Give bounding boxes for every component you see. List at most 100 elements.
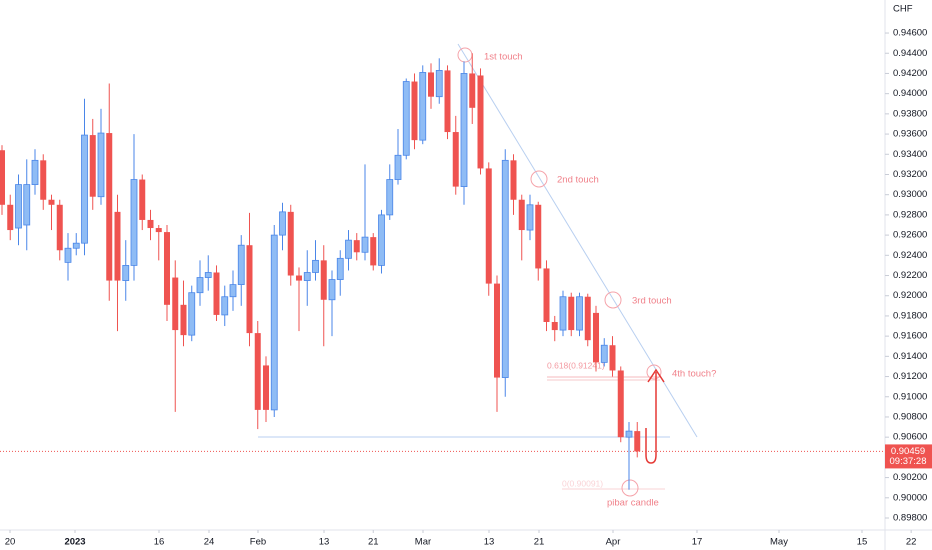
- price-tag: [885, 444, 932, 469]
- candle-body: [353, 240, 360, 253]
- y-tick-label: 0.94600: [893, 28, 927, 39]
- annotation: 4th touch?: [672, 369, 716, 380]
- x-tick-label: 21: [534, 537, 545, 548]
- candle-body: [378, 214, 385, 266]
- candle-body: [386, 179, 394, 216]
- x-tick-label: Feb: [250, 537, 266, 548]
- candle-body: [320, 260, 327, 300]
- candle-body: [295, 275, 302, 281]
- candle-body: [7, 204, 14, 231]
- candle-body: [114, 211, 121, 281]
- candle-body: [56, 204, 63, 251]
- y-tick-label: 0.91600: [893, 331, 927, 342]
- y-tick-label: 0.91200: [893, 371, 927, 382]
- countdown-label: 09:37:28: [890, 456, 927, 467]
- candle-body: [270, 234, 278, 411]
- candle-body: [139, 179, 146, 220]
- y-tick-label: 0.91800: [893, 310, 927, 321]
- candle-body: [172, 277, 179, 331]
- candle-body: [64, 247, 72, 263]
- x-tick-label: Apr: [606, 537, 621, 548]
- candle-body: [106, 133, 113, 281]
- y-tick-label: 0.89800: [893, 513, 927, 524]
- candle-body: [312, 259, 319, 273]
- candle-body: [345, 239, 352, 259]
- candle-body: [469, 73, 476, 108]
- candle-body: [526, 204, 534, 231]
- annotation: 2nd touch: [557, 175, 599, 186]
- currency-label: CHF: [893, 4, 913, 15]
- y-tick-label: 0.93000: [893, 189, 927, 200]
- candle-body: [155, 228, 162, 233]
- y-tick-label: 0.92600: [893, 230, 927, 241]
- y-tick-label: 0.92200: [893, 270, 927, 281]
- candle-body: [237, 244, 245, 286]
- candle-body: [576, 296, 583, 331]
- fib-label: 0.618(0.91241): [547, 360, 605, 370]
- y-tick-label: 0.90200: [893, 472, 927, 483]
- candle-body: [130, 179, 138, 266]
- candle-body: [493, 283, 500, 378]
- y-tick-label: 0.92400: [893, 250, 927, 261]
- candle-body: [559, 296, 567, 331]
- x-tick-label: 2023: [64, 537, 85, 548]
- candle-body: [72, 242, 80, 249]
- y-tick-label: 0.92000: [893, 290, 927, 301]
- y-tick-label: 0.94400: [893, 48, 927, 59]
- candle-body: [593, 312, 600, 363]
- candle-body: [411, 81, 418, 141]
- candle-body: [23, 184, 31, 226]
- y-tick-label: 0.93800: [893, 108, 927, 119]
- candle-body: [402, 81, 410, 156]
- candle-body: [229, 284, 237, 298]
- y-tick-label: 0.94000: [893, 88, 927, 99]
- candle-body: [600, 344, 608, 363]
- candle-body: [501, 159, 509, 378]
- candle-body: [427, 72, 434, 97]
- candles: [0, 53, 641, 490]
- x-tick-label: 21: [368, 537, 379, 548]
- candle-body: [89, 135, 96, 197]
- candle-body: [336, 257, 344, 280]
- candle-body: [477, 75, 484, 169]
- candle-body: [48, 199, 55, 205]
- candle-body: [262, 365, 269, 410]
- candle-body: [435, 70, 443, 98]
- candle-body: [0, 150, 5, 205]
- x-tick-label: 20: [5, 537, 16, 548]
- candle-body: [147, 219, 154, 229]
- candle-body: [568, 296, 575, 331]
- candle-body: [485, 168, 492, 284]
- candle-body: [188, 292, 196, 336]
- arrow-head: [647, 368, 665, 383]
- y-tick-label: 0.93400: [893, 149, 927, 160]
- candle-body: [634, 431, 641, 452]
- candle-body: [361, 236, 369, 253]
- price-tag-label: 0.90459: [891, 446, 925, 457]
- candle-body: [279, 211, 286, 236]
- candle-body: [609, 345, 616, 371]
- y-tick-label: 0.94200: [893, 68, 927, 79]
- candle-body: [328, 279, 336, 301]
- candle-body: [31, 159, 39, 185]
- candle-body: [535, 204, 542, 269]
- candle-body: [221, 296, 229, 316]
- touch-circle: [604, 291, 622, 309]
- x-tick-label: Mar: [415, 537, 431, 548]
- y-tick-label: 0.90800: [893, 411, 927, 422]
- candle-body: [81, 134, 88, 244]
- candle-body: [246, 245, 253, 334]
- x-tick-label: 16: [154, 537, 165, 548]
- x-tick-label: 13: [484, 537, 495, 548]
- y-tick-label: 0.91400: [893, 351, 927, 362]
- x-tick-label: 17: [692, 537, 703, 548]
- candle-body: [394, 154, 402, 180]
- y-tick-label: 0.90600: [893, 432, 927, 443]
- candle-body: [196, 277, 204, 294]
- x-tick-label: 13: [319, 537, 330, 548]
- candle-body: [460, 73, 468, 188]
- x-tick-label: 15: [857, 537, 868, 548]
- candle-body: [122, 265, 130, 281]
- candle-body: [625, 430, 633, 438]
